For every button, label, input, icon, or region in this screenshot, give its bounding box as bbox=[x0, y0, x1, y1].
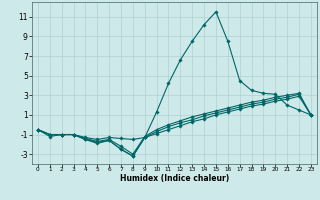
X-axis label: Humidex (Indice chaleur): Humidex (Indice chaleur) bbox=[120, 174, 229, 183]
